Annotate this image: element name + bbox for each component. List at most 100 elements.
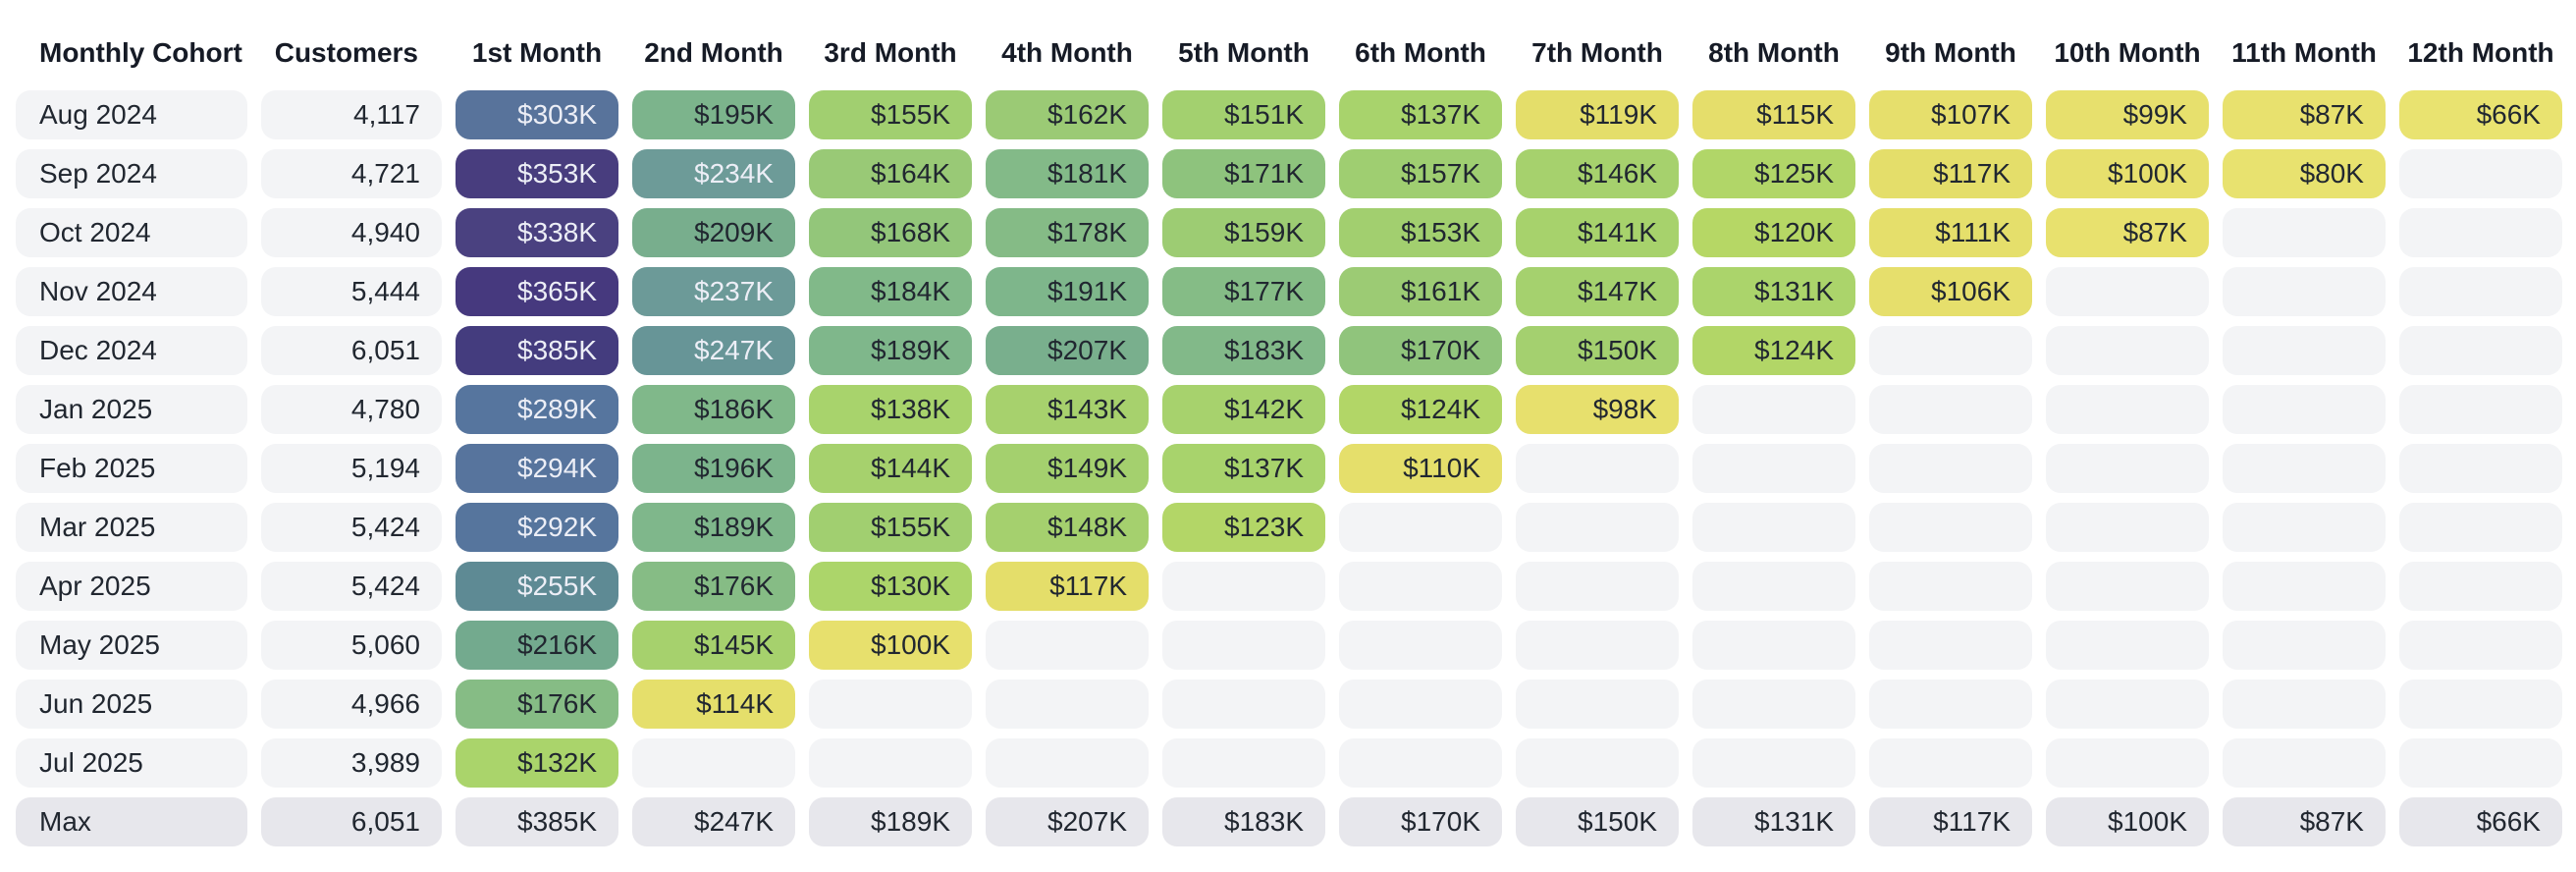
value-cell: $234K [632, 149, 795, 198]
value-cell: $150K [1516, 797, 1679, 846]
value-cell: $80K [2223, 149, 2386, 198]
empty-cell [2399, 680, 2562, 729]
empty-cell [2223, 385, 2386, 434]
empty-cell [2223, 326, 2386, 375]
empty-cell [1516, 621, 1679, 670]
empty-cell [1692, 680, 1855, 729]
empty-cell [2399, 621, 2562, 670]
cohort-cell: Aug 2024 [16, 90, 247, 139]
value-cell: $151K [1162, 90, 1325, 139]
value-cell: $237K [632, 267, 795, 316]
value-cell: $146K [1516, 149, 1679, 198]
column-header-9th-month: 9th Month [1885, 37, 2016, 68]
value-cell: $170K [1339, 797, 1502, 846]
empty-cell [1869, 444, 2032, 493]
value-cell: $150K [1516, 326, 1679, 375]
customers-cell: 5,424 [261, 503, 442, 552]
empty-cell [2223, 680, 2386, 729]
value-cell: $124K [1692, 326, 1855, 375]
value-cell: $98K [1516, 385, 1679, 434]
column-header-5th-month: 5th Month [1178, 37, 1310, 68]
value-cell: $159K [1162, 208, 1325, 257]
value-cell: $114K [632, 680, 795, 729]
value-cell: $142K [1162, 385, 1325, 434]
empty-cell [1869, 385, 2032, 434]
column-header-10th-month: 10th Month [2054, 37, 2201, 68]
empty-cell [1162, 680, 1325, 729]
empty-cell [2223, 738, 2386, 788]
customers-cell: 3,989 [261, 738, 442, 788]
value-cell: $119K [1516, 90, 1679, 139]
customers-cell: 6,051 [261, 326, 442, 375]
value-cell: $66K [2399, 797, 2562, 846]
value-cell: $181K [986, 149, 1149, 198]
empty-cell [1162, 738, 1325, 788]
cohort-cell: Sep 2024 [16, 149, 247, 198]
customers-cell: 5,060 [261, 621, 442, 670]
value-cell: $125K [1692, 149, 1855, 198]
column-header-customers: Customers [274, 37, 418, 68]
customers-cell: 5,424 [261, 562, 442, 611]
empty-cell [2046, 503, 2209, 552]
cohort-cell: Nov 2024 [16, 267, 247, 316]
empty-cell [986, 680, 1149, 729]
value-cell: $353K [456, 149, 618, 198]
value-cell: $365K [456, 267, 618, 316]
empty-cell [2399, 385, 2562, 434]
column-header-12th-month: 12th Month [2407, 37, 2554, 68]
cohort-cell: Mar 2025 [16, 503, 247, 552]
empty-cell [809, 680, 972, 729]
empty-cell [1516, 444, 1679, 493]
value-cell: $189K [809, 797, 972, 846]
column-header-7th-month: 7th Month [1531, 37, 1663, 68]
empty-cell [2399, 562, 2562, 611]
value-cell: $120K [1692, 208, 1855, 257]
value-cell: $106K [1869, 267, 2032, 316]
value-cell: $99K [2046, 90, 2209, 139]
value-cell: $184K [809, 267, 972, 316]
value-cell: $170K [1339, 326, 1502, 375]
empty-cell [1869, 621, 2032, 670]
value-cell: $132K [456, 738, 618, 788]
empty-cell [1869, 503, 2032, 552]
value-cell: $177K [1162, 267, 1325, 316]
value-cell: $168K [809, 208, 972, 257]
empty-cell [1339, 503, 1502, 552]
cohort-cell: Jul 2025 [16, 738, 247, 788]
value-cell: $117K [986, 562, 1149, 611]
empty-cell [2046, 738, 2209, 788]
cohort-cell: Apr 2025 [16, 562, 247, 611]
empty-cell [1692, 385, 1855, 434]
column-header-3rd-month: 3rd Month [824, 37, 957, 68]
empty-cell [2223, 208, 2386, 257]
value-cell: $107K [1869, 90, 2032, 139]
value-cell: $100K [2046, 797, 2209, 846]
column-header-6th-month: 6th Month [1355, 37, 1486, 68]
empty-cell [2399, 267, 2562, 316]
value-cell: $66K [2399, 90, 2562, 139]
empty-cell [1339, 738, 1502, 788]
empty-cell [2399, 444, 2562, 493]
empty-cell [1339, 680, 1502, 729]
value-cell: $87K [2223, 90, 2386, 139]
cohort-cell: Jun 2025 [16, 680, 247, 729]
empty-cell [1516, 680, 1679, 729]
empty-cell [1162, 621, 1325, 670]
value-cell: $100K [809, 621, 972, 670]
empty-cell [2223, 621, 2386, 670]
empty-cell [1869, 738, 2032, 788]
empty-cell [1692, 503, 1855, 552]
column-header-monthly-cohort: Monthly Cohort [39, 37, 242, 68]
value-cell: $87K [2223, 797, 2386, 846]
value-cell: $131K [1692, 267, 1855, 316]
empty-cell [2046, 444, 2209, 493]
column-header-4th-month: 4th Month [1001, 37, 1133, 68]
value-cell: $155K [809, 503, 972, 552]
max-row-label: Max [16, 797, 247, 846]
customers-cell: 5,194 [261, 444, 442, 493]
value-cell: $178K [986, 208, 1149, 257]
value-cell: $196K [632, 444, 795, 493]
empty-cell [2399, 208, 2562, 257]
value-cell: $186K [632, 385, 795, 434]
customers-cell: 4,966 [261, 680, 442, 729]
